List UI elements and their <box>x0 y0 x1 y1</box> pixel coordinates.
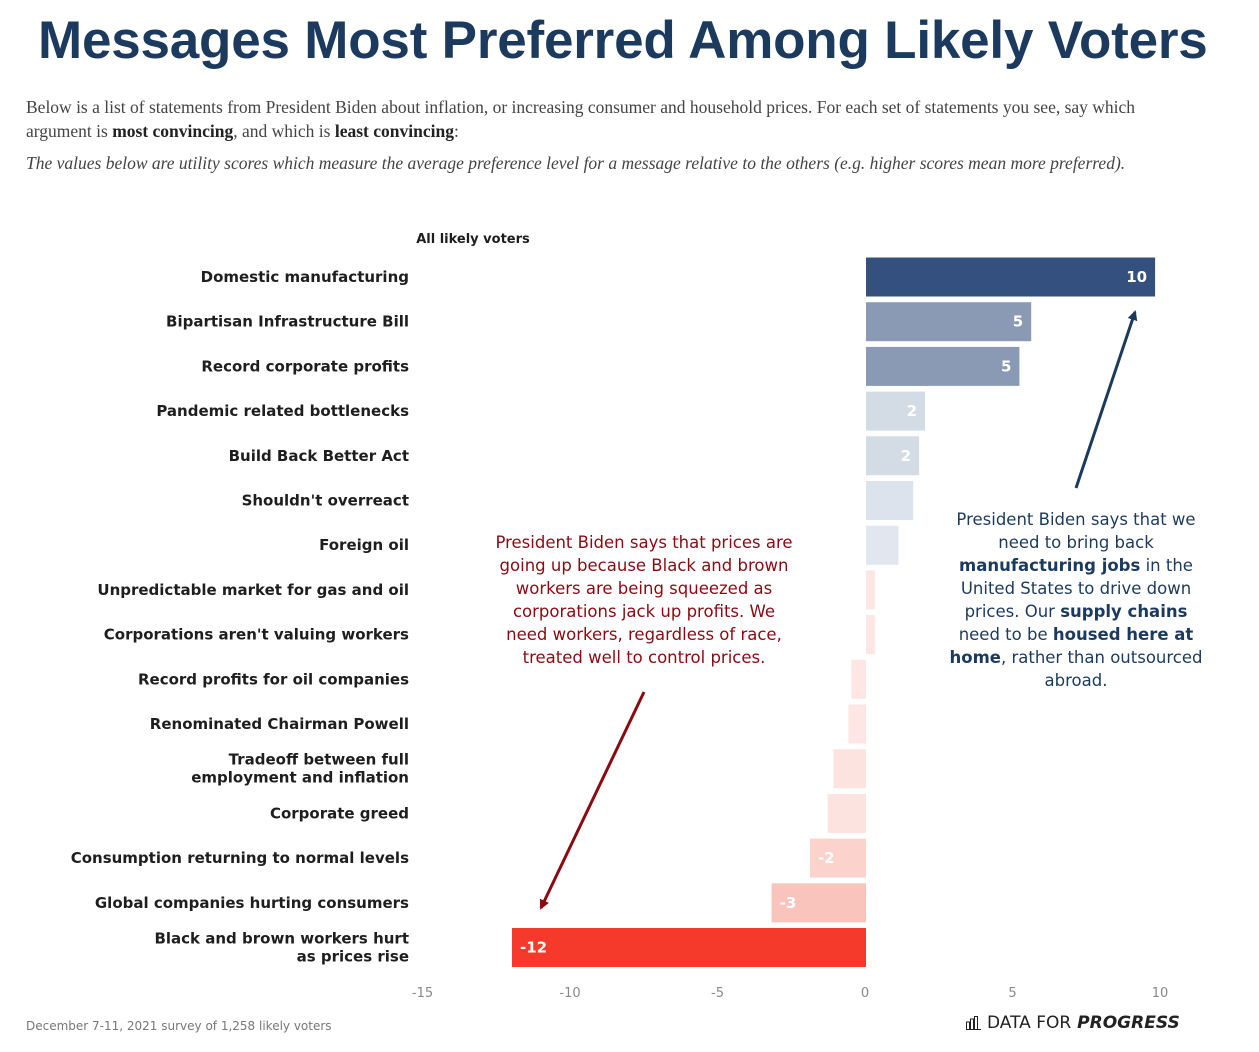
bar <box>512 928 866 967</box>
x-tick-label: 5 <box>1008 986 1016 1001</box>
blue-annotation: President Biden says that we need to bri… <box>948 508 1204 692</box>
red-annotation: President Biden says that prices are goi… <box>495 533 793 667</box>
group-label: All likely voters <box>416 232 530 247</box>
bar <box>827 793 866 833</box>
blue-annot-t2: in the United States to drive down price… <box>960 556 1193 621</box>
category-label: Renominated Chairman Powell <box>150 715 409 733</box>
category-label: Record corporate profits <box>201 357 409 375</box>
bar <box>866 302 1032 342</box>
category-label: Shouldn't overreact <box>242 492 409 510</box>
data-for-progress-logo: DATA FOR PROGRESS <box>966 1013 1180 1033</box>
category-label: Tradeoff between full employment and infl… <box>191 751 409 787</box>
intro-text: Below is a list of statements from Presi… <box>26 95 1136 143</box>
bar <box>771 883 866 923</box>
bar <box>848 704 866 744</box>
blue-annot-t1: President Biden says that we need to bri… <box>956 510 1196 552</box>
logo-text-bold: PROGRESS <box>1077 1013 1180 1033</box>
blue-annot-b3: housed here at home <box>949 625 1194 667</box>
intro-bold2: least convincing <box>334 121 454 141</box>
x-tick-label: -15 <box>412 986 433 1001</box>
intro-bold1: most convincing <box>112 121 234 141</box>
blue-annot-t4: , rather than outsourced abroad. <box>1000 648 1203 690</box>
category-label: Consumption returning to normal levels <box>71 849 409 867</box>
logo-text: DATA FOR <box>987 1013 1072 1033</box>
blue-annot-b1: manufacturing jobs <box>959 556 1141 575</box>
x-tick-label: 10 <box>1152 986 1169 1001</box>
data-label: -2 <box>818 849 835 867</box>
category-label: Corporate greed <box>270 804 409 822</box>
blue-annot-b2: supply chains <box>1060 602 1188 621</box>
intro-part1: Below is a list of statements from Presi… <box>26 97 1136 141</box>
data-label: -3 <box>780 894 797 912</box>
methodology-note: The values below are utility scores whic… <box>26 153 1126 173</box>
data-label: -12 <box>520 939 547 957</box>
chart-title: Messages Most Preferred Among Likely Vot… <box>38 11 1208 70</box>
source-footer: December 7-11, 2021 survey of 1,258 like… <box>26 1019 332 1033</box>
category-label: Foreign oil <box>319 536 409 554</box>
category-label: Corporations aren't valuing workers <box>104 626 409 644</box>
data-label: 10 <box>1126 268 1147 286</box>
data-label: 5 <box>1001 357 1011 375</box>
bar <box>866 481 914 520</box>
blue-arrow <box>1074 310 1138 489</box>
bar <box>833 749 866 789</box>
bar <box>866 257 1156 297</box>
x-tick-label: 0 <box>861 986 869 1001</box>
category-label: Global companies hurting consumers <box>95 894 409 912</box>
category-label: Unpredictable market for gas and oil <box>97 581 409 599</box>
category-label: Black and brown workers hurt as prices ri… <box>154 930 409 966</box>
bar <box>851 659 866 699</box>
x-tick-label: -10 <box>559 986 580 1001</box>
red-arrow <box>539 691 646 910</box>
bar <box>866 346 1020 386</box>
bar-chart-logo-icon <box>966 1016 981 1030</box>
bar <box>866 391 925 431</box>
category-label: Pandemic related bottlenecks <box>156 402 409 420</box>
category-label: Domestic manufacturing <box>201 268 409 286</box>
category-label: Record profits for oil companies <box>138 670 409 688</box>
bar <box>809 838 866 878</box>
data-label: 2 <box>907 402 917 420</box>
bar <box>866 570 875 610</box>
bar <box>866 525 899 565</box>
bar <box>866 436 920 476</box>
x-tick-label: -5 <box>711 986 724 1001</box>
category-label: Bipartisan Infrastructure Bill <box>166 313 409 331</box>
intro-part2: , and which is <box>233 121 335 141</box>
data-label: 2 <box>901 447 911 465</box>
blue-annot-t3: need to be <box>958 625 1053 644</box>
data-label: 5 <box>1013 313 1023 331</box>
intro-part3: : <box>453 121 459 141</box>
category-label: Build Back Better Act <box>229 447 409 465</box>
bar <box>866 615 875 655</box>
